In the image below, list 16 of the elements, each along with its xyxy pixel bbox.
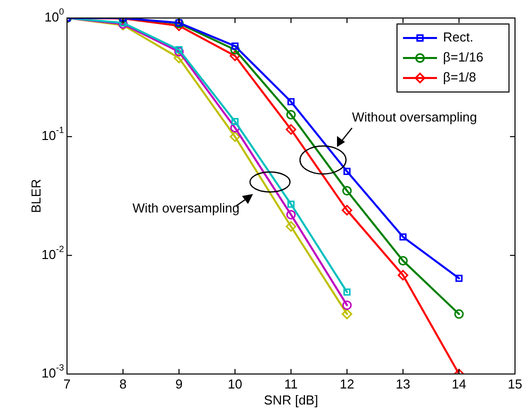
legend-label: β=1/16 bbox=[443, 50, 484, 65]
x-axis-title: SNR [dB] bbox=[264, 392, 318, 408]
x-tick-label: 11 bbox=[284, 376, 298, 392]
x-tick-label: 9 bbox=[175, 376, 183, 392]
x-tick-label: 8 bbox=[119, 376, 127, 392]
x-tick-label: 10 bbox=[228, 376, 242, 392]
annotation: With oversampling bbox=[132, 200, 240, 216]
legend-label: β=1/8 bbox=[443, 70, 476, 85]
x-tick-label: 7 bbox=[63, 376, 71, 392]
x-tick-label: 14 bbox=[452, 376, 466, 392]
annotation: Without oversampling bbox=[352, 110, 477, 125]
y-axis-title: BLER bbox=[28, 179, 44, 213]
x-tick-label: 13 bbox=[396, 376, 410, 392]
x-tick-label: 15 bbox=[508, 376, 522, 392]
legend-label: Rect. bbox=[443, 30, 474, 45]
x-tick-label: 12 bbox=[340, 376, 354, 392]
